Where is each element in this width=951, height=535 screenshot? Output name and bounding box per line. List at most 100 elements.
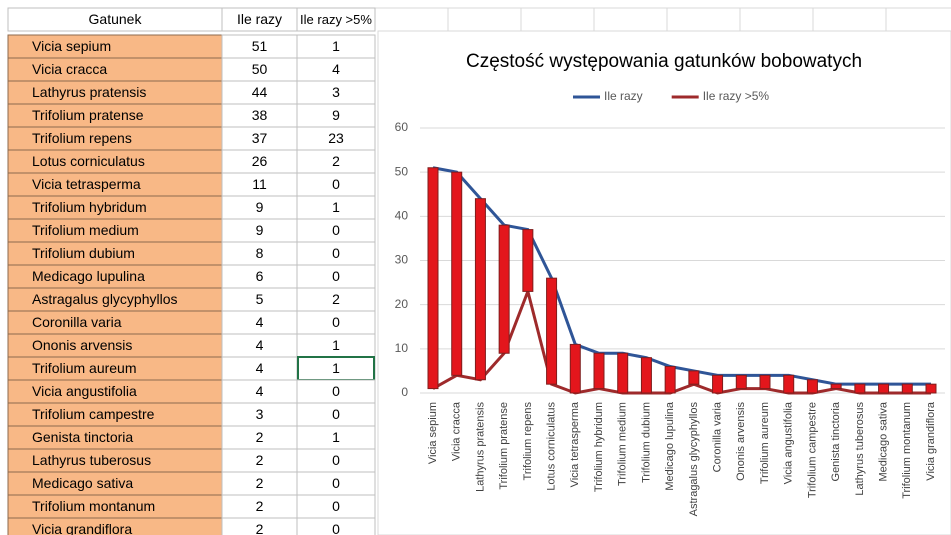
cell-text: 44: [252, 84, 268, 100]
cell-text: 0: [332, 314, 340, 330]
y-tick-label: 0: [401, 385, 408, 399]
cell-text: 50: [252, 61, 268, 77]
cell-text: Trifolium aureum: [32, 360, 137, 376]
cell: [296, 517, 376, 535]
y-tick-label: 50: [395, 164, 409, 178]
updown-bar: [783, 374, 795, 394]
updown-bar: [806, 379, 818, 394]
sheet-grid: [374, 7, 951, 31]
x-tick-label: Vicia sepium: [427, 402, 439, 464]
x-tick-label: Lathyrus tuberosus: [854, 402, 866, 496]
cell-text: Vicia angustifolia: [32, 383, 137, 399]
updown-bar: [546, 277, 558, 385]
cell-text: Coronilla varia: [32, 314, 122, 330]
cell-text: 0: [332, 475, 340, 491]
x-tick-label: Vicia angustifolia: [783, 401, 795, 484]
cell-text: 4: [256, 360, 264, 376]
x-tick-label: Trifolium hybridum: [593, 402, 605, 492]
cell-text: 9: [256, 199, 264, 215]
cell-text: 9: [256, 222, 264, 238]
updown-bar: [640, 357, 652, 394]
cell-text: 2: [256, 498, 264, 514]
x-tick-label: Coronilla varia: [711, 401, 723, 472]
updown-bar: [593, 352, 605, 390]
cell-text: 4: [256, 383, 264, 399]
cell-text: Vicia tetrasperma: [32, 176, 141, 192]
x-tick-label: Trifolium medium: [617, 402, 629, 486]
cell-text: 0: [332, 268, 340, 284]
cell-text: 0: [332, 521, 340, 535]
cell-text: 2: [256, 475, 264, 491]
updown-bar: [569, 343, 581, 394]
updown-bar: [427, 167, 439, 390]
cell-text: Vicia sepium: [32, 38, 111, 54]
cell-text: 1: [332, 199, 340, 215]
cell-text: Medicago sativa: [32, 475, 133, 491]
updown-bar: [878, 383, 890, 394]
cell-text: 4: [256, 337, 264, 353]
cell-text: 2: [332, 153, 340, 169]
cell-text: 37: [252, 130, 268, 146]
updown-bar: [712, 374, 724, 394]
updown-bar: [854, 383, 866, 394]
updown-bar: [901, 383, 913, 394]
updown-bar: [498, 224, 510, 354]
cell-text: Lathyrus tuberosus: [32, 452, 151, 468]
cell-text: 0: [332, 452, 340, 468]
cell-text: 51: [252, 38, 268, 54]
cell-text: 0: [332, 383, 340, 399]
cell-text: Trifolium medium: [32, 222, 139, 238]
updown-bar: [522, 229, 534, 292]
x-tick-label: Trifolium dubium: [640, 402, 652, 483]
cell-text: 38: [252, 107, 268, 123]
line-series: [432, 286, 931, 395]
cell-text: 26: [252, 153, 268, 169]
x-tick-label: Trifolium pratense: [498, 402, 510, 490]
cell-text: 3: [256, 406, 264, 422]
updown-bar: [617, 352, 629, 394]
cell-text: 3: [332, 84, 340, 100]
updown-bar: [735, 374, 747, 390]
cell-text: 2: [256, 429, 264, 445]
updown-bar: [664, 366, 676, 394]
cell-text: 0: [332, 498, 340, 514]
cell-text: Lathyrus pratensis: [32, 84, 146, 100]
cell-text: Vicia cracca: [32, 61, 107, 77]
x-tick-label: Medicago lupulina: [664, 401, 676, 491]
cell-text: 0: [332, 176, 340, 192]
chart-area: [377, 30, 951, 535]
cell-text: 1: [332, 337, 340, 353]
x-tick-label: Lotus corniculatus: [545, 402, 557, 491]
updown-bar: [451, 171, 463, 376]
cell-text: 2: [256, 452, 264, 468]
updown-bar: [759, 374, 771, 390]
cell-text: Trifolium dubium: [32, 245, 135, 261]
cell-text: Genista tinctoria: [32, 429, 133, 445]
x-tick-label: Vicia tetrasperma: [569, 401, 581, 487]
cell-text: 1: [332, 429, 340, 445]
header-text: Ile razy: [237, 11, 282, 27]
cell-text: 11: [252, 176, 267, 192]
cell-text: 0: [332, 222, 340, 238]
updown-bar: [474, 198, 486, 381]
x-tick-label: Trifolium repens: [522, 402, 534, 481]
cell-text: Astragalus glycyphyllos: [32, 291, 178, 307]
x-tick-label: Trifolium campestre: [806, 402, 818, 498]
header-cell: [296, 7, 376, 32]
cell-text: 4: [256, 314, 264, 330]
x-tick-label: Lathyrus pratensis: [474, 402, 486, 492]
x-tick-label: Medicago sativa: [877, 401, 889, 481]
updown-bar: [830, 383, 842, 390]
legend-label: Ile razy: [604, 89, 643, 103]
y-tick-label: 60: [395, 120, 409, 134]
cell-text: 0: [332, 245, 340, 261]
cell-text: 4: [332, 61, 340, 77]
header-text: Ile razy >5%: [300, 12, 372, 27]
cell-text: Trifolium hybridum: [32, 199, 147, 215]
y-tick-label: 10: [395, 341, 409, 355]
x-tick-label: Vicia grandiflora: [925, 401, 937, 481]
cell-text: 0: [332, 406, 340, 422]
cell-text: 5: [256, 291, 264, 307]
y-tick-label: 40: [395, 209, 409, 223]
